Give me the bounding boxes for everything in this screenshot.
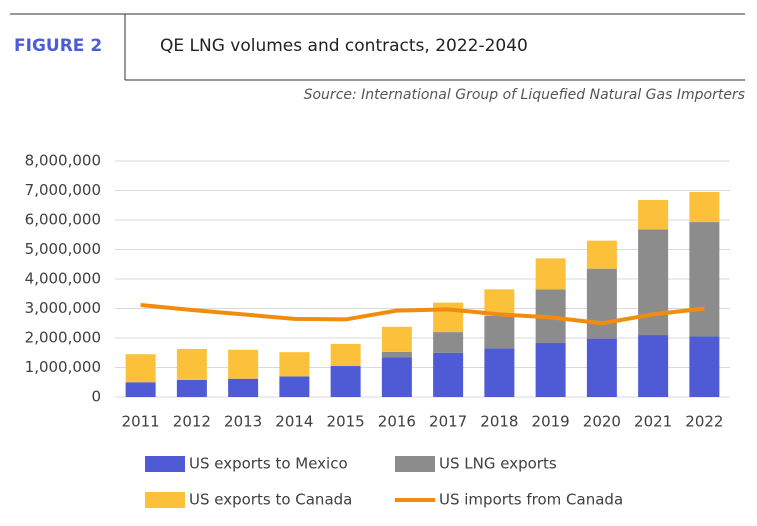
y-tick-label: 0 [91,388,101,406]
bar [228,378,259,397]
bar [535,343,566,397]
bar [125,382,156,397]
bar [381,351,412,358]
bar [330,366,361,397]
bar [689,222,720,337]
legend-label: US imports from Canada [439,491,623,509]
y-tick-label: 2,000,000 [25,329,101,347]
bar [484,348,515,397]
chart-title: QE LNG volumes and contracts, 2022-2040 [160,36,528,56]
y-tick-label: 5,000,000 [25,240,101,258]
y-tick-label: 3,000,000 [25,299,101,317]
source: Source: International Group of Liquefied… [304,87,745,103]
bar [535,258,566,290]
y-tick-label: 8,000,000 [25,152,101,170]
bar [330,343,361,367]
y-tick-label: 6,000,000 [25,211,101,229]
bar [176,379,207,397]
legend-swatch [145,456,185,472]
bar [433,332,464,353]
bar [279,376,310,397]
legend-label: US exports to Mexico [189,455,348,473]
x-tick-label: 2018 [480,413,518,431]
x-tick-label: 2012 [173,413,211,431]
bar [433,352,464,397]
bar [279,352,310,377]
y-tick-label: 4,000,000 [25,270,101,288]
y-tick-label: 7,000,000 [25,181,101,199]
bar [638,199,669,230]
bar [586,338,617,397]
legend-label: US LNG exports [439,455,557,473]
bar [586,268,617,339]
x-tick-label: 2021 [634,413,672,431]
bar [381,326,412,352]
x-tick-label: 2015 [327,413,365,431]
bar [433,302,464,333]
legend-label: US exports to Canada [189,491,352,509]
bar [638,335,669,397]
x-tick-label: 2019 [532,413,570,431]
legend-swatch [145,492,185,508]
figure-label: FIGURE 2 [14,36,102,56]
y-tick-label: 1,000,000 [25,358,101,376]
bar [638,229,669,336]
x-tick-label: 2017 [429,413,467,431]
bar [689,191,720,223]
bar [228,349,259,379]
x-tick-label: 2020 [583,413,621,431]
line [140,302,705,326]
bar [689,336,720,397]
x-tick-label: 2016 [378,413,416,431]
bar [125,354,156,383]
x-tick-label: 2022 [685,413,723,431]
bar [586,240,617,269]
bar [381,357,412,397]
bar [176,348,207,380]
x-tick-label: 2014 [275,413,313,431]
legend-swatch [395,456,435,472]
x-tick-label: 2013 [224,413,262,431]
x-tick-label: 2011 [122,413,160,431]
bar [484,315,515,349]
